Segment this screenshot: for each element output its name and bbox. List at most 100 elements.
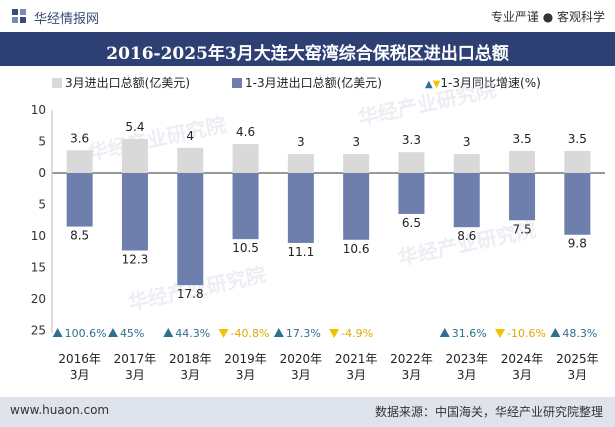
growth-label: 17.3% (286, 327, 321, 340)
growth-label: 31.6% (452, 327, 487, 340)
x-tick-label: 2018年 (169, 352, 212, 366)
bar-march (232, 144, 259, 173)
growth-up-marker (163, 328, 174, 337)
bar-march (509, 150, 536, 173)
growth-label: 44.3% (175, 327, 210, 340)
bar-label-cumulative: 10.5 (232, 241, 259, 255)
bar-label-march: 4 (186, 129, 194, 143)
bar-label-cumulative: 17.8 (177, 287, 204, 301)
x-tick-label: 3月 (180, 368, 200, 382)
y-tick-label: 0 (38, 166, 46, 180)
bar-labels: 3.6 8.5 5.4 12.3 4 17.8 4.6 10.5 3 11.1 3 10.6 3.3 6.… (70, 120, 587, 301)
legend: 3月进出口总额(亿美元) 1-3月进出口总额(亿美元) ▲▼1-3月同比增速(%… (0, 74, 615, 92)
up-triangle-icon: ▲ (425, 79, 433, 90)
y-tick-label: 25 (31, 324, 46, 338)
chart-title: 2016-2025年3月大连大窑湾综合保税区进出口总额 (106, 44, 509, 64)
x-axis-labels: 2016年 3月 2017年 3月 2018年 3月 2019年 3月 2020年 3月 2021年… (58, 352, 598, 382)
legend-swatch-march (52, 78, 62, 88)
bar-label-march: 3.5 (568, 132, 587, 146)
growth-markers: 100.6% 45% 44.3% -40.8% 17.3% -4.9% 31.6% -10.6… (52, 327, 597, 340)
x-tick-label: 2021年 (335, 352, 378, 366)
y-tick-label: 5 (38, 198, 46, 212)
legend-label-growth: 1-3月同比增速(%) (440, 76, 541, 90)
growth-up-marker (550, 328, 561, 337)
y-tick-label: 20 (31, 292, 46, 306)
y-tick-label: 15 (31, 261, 46, 275)
bar-label-march: 3.3 (402, 133, 421, 147)
legend-label-cumulative: 1-3月进出口总额(亿美元) (245, 76, 382, 90)
bar-label-cumulative: 9.8 (568, 237, 587, 251)
growth-down-marker (218, 329, 229, 338)
bar-march (287, 154, 314, 173)
bar-label-march: 4.6 (236, 125, 255, 139)
x-tick-label: 3月 (346, 368, 366, 382)
x-tick-label: 3月 (125, 368, 145, 382)
x-tick-label: 2025年 (556, 352, 599, 366)
top-bar: 华经情报网 专业严谨 ● 客观科学 (0, 0, 615, 30)
legend-swatch-cumulative (232, 78, 242, 88)
x-tick-label: 3月 (70, 368, 90, 382)
growth-up-marker (439, 328, 450, 337)
logo-icon (12, 9, 26, 23)
bar-cumulative (121, 173, 148, 251)
x-tick-label: 2023年 (445, 352, 488, 366)
bar-label-march: 3.5 (513, 132, 532, 146)
bar-label-march: 3 (297, 135, 305, 149)
growth-up-marker (52, 328, 63, 337)
bar-cumulative (177, 173, 204, 286)
y-tick-label: 10 (31, 229, 46, 243)
legend-item-growth: ▲▼1-3月同比增速(%) (425, 74, 541, 91)
x-tick-label: 3月 (512, 368, 532, 382)
bar-march (453, 154, 480, 173)
growth-up-marker (107, 328, 118, 337)
growth-down-marker (329, 329, 340, 338)
y-axis-ticks: 10 5 0 5 10 15 20 25 (31, 103, 46, 338)
bar-march (121, 138, 148, 173)
x-tick-label: 2020年 (280, 352, 323, 366)
bar-label-cumulative: 8.6 (457, 229, 476, 243)
bar-label-march: 5.4 (125, 120, 144, 134)
x-tick-label: 2022年 (390, 352, 433, 366)
growth-label: 45% (120, 327, 144, 340)
bar-cumulative (564, 173, 591, 235)
x-tick-label: 3月 (291, 368, 311, 382)
bar-label-march: 3 (463, 135, 471, 149)
bar-label-cumulative: 7.5 (513, 222, 532, 236)
x-tick-label: 2024年 (501, 352, 544, 366)
bar-label-cumulative: 11.1 (287, 245, 314, 259)
legend-item-cumulative: 1-3月进出口总额(亿美元) (232, 74, 382, 91)
bars (66, 138, 591, 286)
growth-label: 48.3% (562, 327, 597, 340)
bar-march (177, 147, 204, 173)
x-tick-label: 2017年 (114, 352, 157, 366)
chart-plot: 华经产业研究院 华经产业研究院 华经产业研究院 华经产业研究院 10505101… (31, 77, 605, 382)
bar-label-cumulative: 10.6 (343, 242, 370, 256)
bar-march (343, 154, 370, 173)
bar-label-cumulative: 6.5 (402, 216, 421, 230)
growth-label: -4.9% (341, 327, 373, 340)
x-tick-label: 3月 (402, 368, 422, 382)
footer-website-link[interactable]: www.huaon.com (10, 403, 110, 417)
bottom-bar (0, 397, 615, 427)
svg-text:华经产业研究院: 华经产业研究院 (356, 77, 498, 130)
growth-up-marker (273, 328, 284, 337)
growth-label: -10.6% (507, 327, 546, 340)
growth-label: 100.6% (65, 327, 107, 340)
legend-item-march: 3月进出口总额(亿美元) (52, 74, 190, 91)
bar-march (564, 150, 591, 173)
bar-cumulative (287, 173, 314, 243)
down-triangle-icon: ▼ (432, 79, 441, 90)
legend-label-march: 3月进出口总额(亿美元) (65, 76, 190, 90)
x-tick-label: 3月 (457, 368, 477, 382)
bar-cumulative (66, 173, 93, 227)
bar-label-cumulative: 8.5 (70, 229, 89, 243)
x-tick-label: 2019年 (224, 352, 267, 366)
bar-label-march: 3 (352, 135, 360, 149)
bar-cumulative (453, 173, 480, 228)
x-tick-label: 2016年 (58, 352, 101, 366)
bar-cumulative (232, 173, 259, 240)
site-name[interactable]: 华经情报网 (34, 12, 100, 27)
bar-march (66, 150, 93, 173)
bar-cumulative (398, 173, 425, 214)
footer-source: 数据来源：中国海关，华经产业研究院整理 (374, 405, 603, 419)
